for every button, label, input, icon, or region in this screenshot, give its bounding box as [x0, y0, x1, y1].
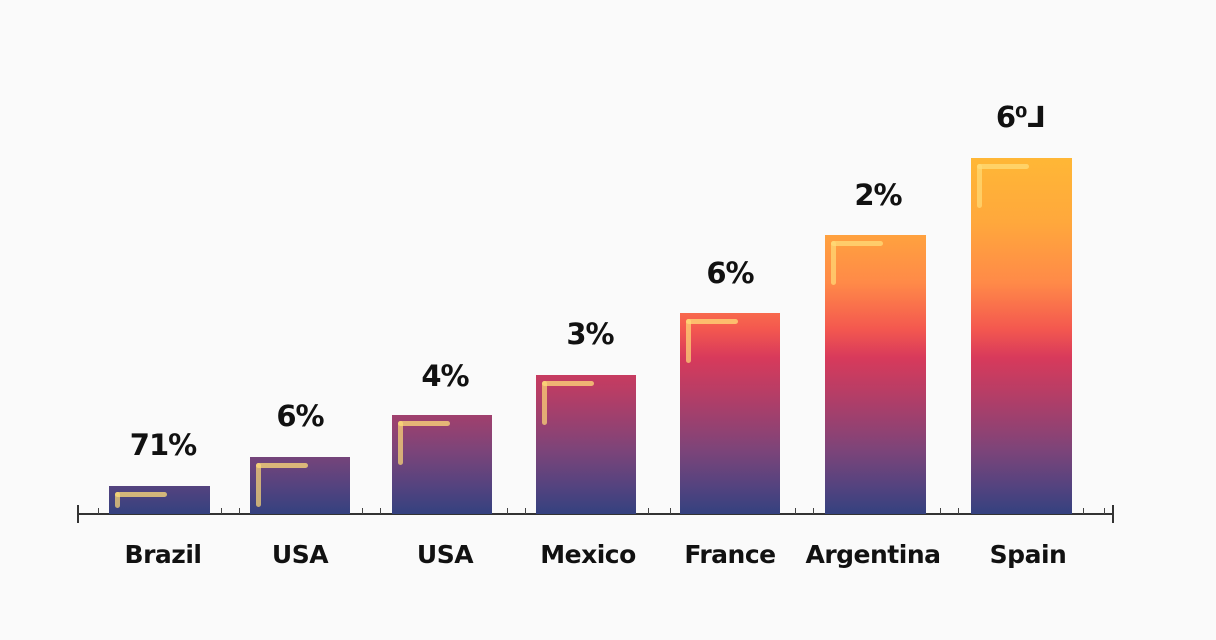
- value-label-argentina: 2%: [854, 178, 902, 212]
- x-axis-tick: [795, 508, 796, 514]
- x-axis-tick: [362, 508, 363, 514]
- value-label-france: 6%: [706, 256, 754, 290]
- bar-gradient-fill: [392, 415, 492, 514]
- bar-highlight: [115, 492, 120, 508]
- value-label-usa: 6%: [276, 399, 324, 433]
- bar-highlight: [977, 164, 1029, 169]
- bar-mexico: [536, 375, 636, 514]
- x-axis-tick: [525, 508, 526, 514]
- x-axis-tick: [958, 508, 959, 514]
- bar-gradient-fill: [971, 158, 1072, 514]
- bar-highlight: [686, 319, 691, 363]
- x-axis-tick: [670, 508, 671, 514]
- bar-gradient-fill: [680, 313, 780, 514]
- bar-highlight: [398, 421, 450, 426]
- x-axis-tick: [380, 508, 381, 514]
- x-axis-left-cap: [77, 505, 79, 523]
- x-axis-tick: [239, 508, 240, 514]
- bar-spain: [971, 158, 1072, 514]
- bar-highlight: [977, 164, 982, 208]
- x-axis-tick: [221, 508, 222, 514]
- x-axis-tick: [940, 508, 941, 514]
- category-label-usa-2: USA: [416, 540, 474, 569]
- bar-highlight: [398, 421, 403, 465]
- bar-usa: [250, 457, 350, 514]
- bar-usa-2: [392, 415, 492, 514]
- category-label-brazil: Brazil: [124, 540, 202, 569]
- x-axis-tick: [98, 508, 99, 514]
- x-axis-right-cap: [1112, 505, 1114, 523]
- x-axis-tick: [648, 508, 649, 514]
- value-label-mexico: 3%: [566, 317, 614, 351]
- bar-gradient-fill: [825, 235, 926, 514]
- category-label-spain: Spain: [989, 540, 1067, 569]
- bar-highlight: [831, 241, 836, 285]
- x-axis-tick: [1083, 508, 1084, 514]
- bar-highlight: [115, 492, 167, 497]
- x-axis-tick: [813, 508, 814, 514]
- value-label-usa-2: 4%: [421, 359, 469, 393]
- bar-france: [680, 313, 780, 514]
- category-label-argentina: Argentina: [805, 540, 941, 569]
- category-label-usa: USA: [271, 540, 329, 569]
- bar-highlight: [686, 319, 738, 324]
- category-label-france: France: [684, 540, 776, 569]
- bar-highlight: [256, 463, 308, 468]
- category-label-mexico: Mexico: [540, 540, 636, 569]
- bar-highlight: [256, 463, 261, 507]
- bar-highlight: [831, 241, 883, 246]
- value-label-brazil: 71%: [129, 428, 197, 462]
- x-axis-tick: [507, 508, 508, 514]
- bar-highlight: [542, 381, 594, 386]
- x-axis-line: [78, 513, 1114, 515]
- bar-argentina: [825, 235, 926, 514]
- bar-brazil: [109, 486, 210, 514]
- bar-highlight: [542, 381, 547, 425]
- bar-gradient-fill: [536, 375, 636, 514]
- bar-gradient-fill: [109, 486, 210, 514]
- value-label-spain: 6⁰⅃: [995, 100, 1045, 134]
- x-axis-tick: [1104, 508, 1105, 514]
